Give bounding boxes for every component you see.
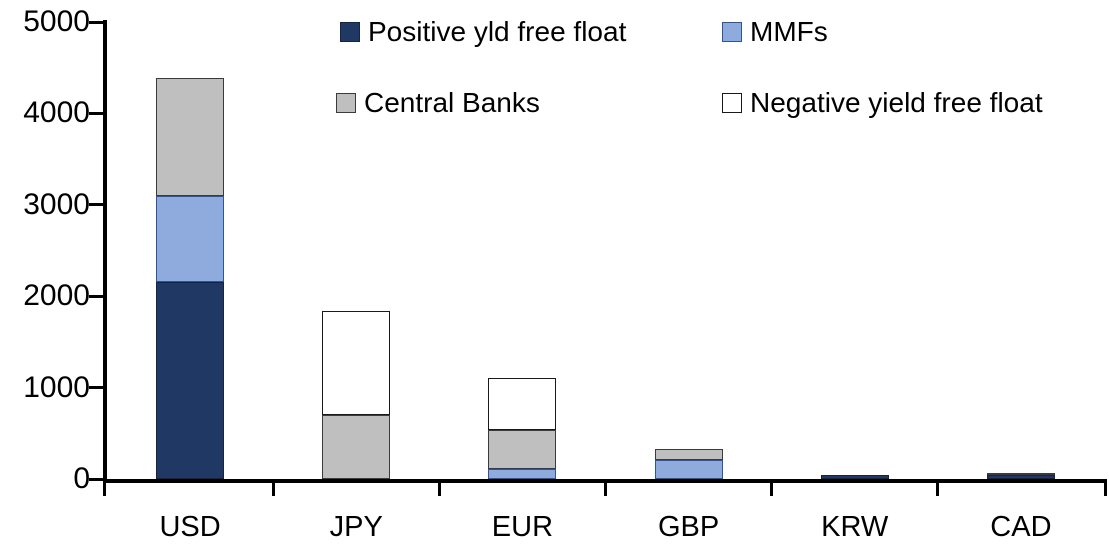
bar-segment-usd-mmfs <box>156 195 225 283</box>
x-axis-tick <box>437 483 441 496</box>
y-axis-tick <box>89 294 103 298</box>
x-axis-label-jpy: JPY <box>329 511 383 543</box>
bar-segment-gbp-mmfs <box>654 459 723 479</box>
bar-segment-krw-positive-yld-free-float <box>820 474 889 479</box>
legend-swatch-central-banks-icon <box>336 93 356 113</box>
x-axis-line <box>103 479 1107 483</box>
y-axis-tick <box>89 477 103 481</box>
y-axis-tick <box>89 203 103 207</box>
legend-swatch-mmfs-icon <box>722 22 742 42</box>
y-axis-tick <box>89 386 103 390</box>
y-axis-tick <box>89 20 103 24</box>
bar-segment-cad-positive-yld-free-float <box>986 475 1055 479</box>
y-tick-label: 2000 <box>23 279 90 313</box>
x-axis-label-eur: EUR <box>491 511 554 543</box>
legend-item-positive-yld-free-float: Positive yld free float <box>340 16 626 48</box>
y-axis-line <box>103 20 107 483</box>
x-axis-label-cad: CAD <box>990 511 1052 543</box>
legend-item-mmfs: MMFs <box>722 16 828 48</box>
y-tick-label: 4000 <box>23 96 90 130</box>
y-tick-label: 0 <box>73 462 90 495</box>
x-axis-label-krw: KRW <box>821 511 889 543</box>
bar-segment-jpy-central-banks <box>322 415 391 479</box>
bar-segment-eur-central-banks <box>488 429 557 469</box>
legend-swatch-negative-yield-free-float-icon <box>722 93 742 113</box>
legend-label-negative-yield-free-float: Negative yield free float <box>750 87 1043 118</box>
y-tick-label: 5000 <box>23 5 90 38</box>
bar-segment-usd-central-banks <box>156 77 225 196</box>
x-axis-tick <box>103 483 106 496</box>
x-axis-label-usd: USD <box>159 511 221 543</box>
x-axis-tick <box>271 483 275 496</box>
x-axis-tick <box>936 483 940 496</box>
x-axis-tick <box>604 483 607 496</box>
bar-segment-usd-positive-yld-free-float <box>156 282 225 479</box>
legend-item-central-banks: Central Banks <box>336 87 540 119</box>
legend-item-negative-yield-free-float: Negative yield free float <box>722 87 1043 119</box>
bar-segment-gbp-central-banks <box>654 448 723 460</box>
legend-label-positive-yld-free-float: Positive yld free float <box>368 16 627 47</box>
bar-segment-cad-central-banks <box>986 472 1055 476</box>
bar-segment-jpy-negative-yield-free-float <box>322 310 391 415</box>
bar-segment-eur-negative-yield-free-float <box>488 377 557 430</box>
y-axis-tick <box>89 111 103 115</box>
y-tick-label: 3000 <box>23 187 90 221</box>
y-tick-label: 1000 <box>23 370 90 404</box>
legend-swatch-positive-yld-free-float-icon <box>340 22 360 42</box>
x-axis-tick <box>770 483 774 496</box>
x-axis-label-gbp: GBP <box>657 511 720 543</box>
legend-label-mmfs: MMFs <box>750 16 828 47</box>
legend-label-central-banks: Central Banks <box>364 87 540 118</box>
bar-segment-eur-mmfs <box>488 468 557 479</box>
x-axis-tick <box>1104 483 1107 496</box>
